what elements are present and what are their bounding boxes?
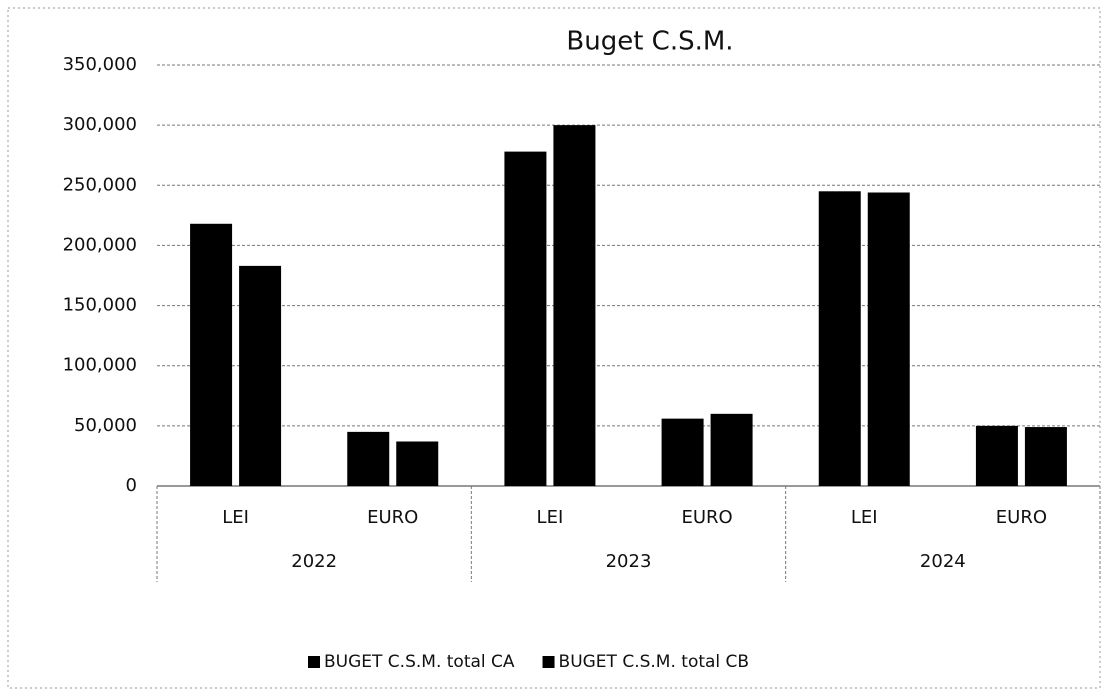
legend-label: BUGET C.S.M. total CB xyxy=(559,652,750,672)
bar xyxy=(504,151,547,486)
bar xyxy=(867,192,910,486)
y-tick-label: 350,000 xyxy=(63,54,137,75)
bar xyxy=(553,125,596,487)
legend-swatch xyxy=(308,656,320,668)
x-tick-label: LEI xyxy=(851,507,878,528)
y-tick-label: 200,000 xyxy=(63,234,137,255)
x-tick-label: LEI xyxy=(222,507,249,528)
x-tick-label: EURO xyxy=(367,507,418,528)
bar xyxy=(396,441,439,486)
legend-label: BUGET C.S.M. total CA xyxy=(324,652,515,672)
y-tick-label: 300,000 xyxy=(63,114,137,135)
bar xyxy=(661,418,704,486)
group-label: 2024 xyxy=(920,551,966,572)
y-tick-label: 150,000 xyxy=(63,295,137,316)
chart-title: Buget C.S.M. xyxy=(566,27,733,57)
bar xyxy=(1024,427,1067,486)
y-tick-label: 0 xyxy=(126,475,137,496)
group-label: 2023 xyxy=(606,551,652,572)
legend-swatch xyxy=(542,656,555,668)
x-tick-label: EURO xyxy=(996,507,1047,528)
x-tick-label: LEI xyxy=(537,507,564,528)
bar xyxy=(710,413,753,486)
chart-frame xyxy=(7,7,1101,689)
y-tick-label: 250,000 xyxy=(63,174,137,195)
group-label: 2022 xyxy=(291,551,337,572)
y-tick-label: 100,000 xyxy=(63,355,137,376)
bar xyxy=(818,191,861,487)
bar xyxy=(190,223,233,486)
bar xyxy=(347,431,390,486)
y-tick-label: 50,000 xyxy=(74,415,137,436)
bar xyxy=(239,265,282,486)
bar xyxy=(975,425,1018,486)
x-tick-label: EURO xyxy=(681,507,732,528)
